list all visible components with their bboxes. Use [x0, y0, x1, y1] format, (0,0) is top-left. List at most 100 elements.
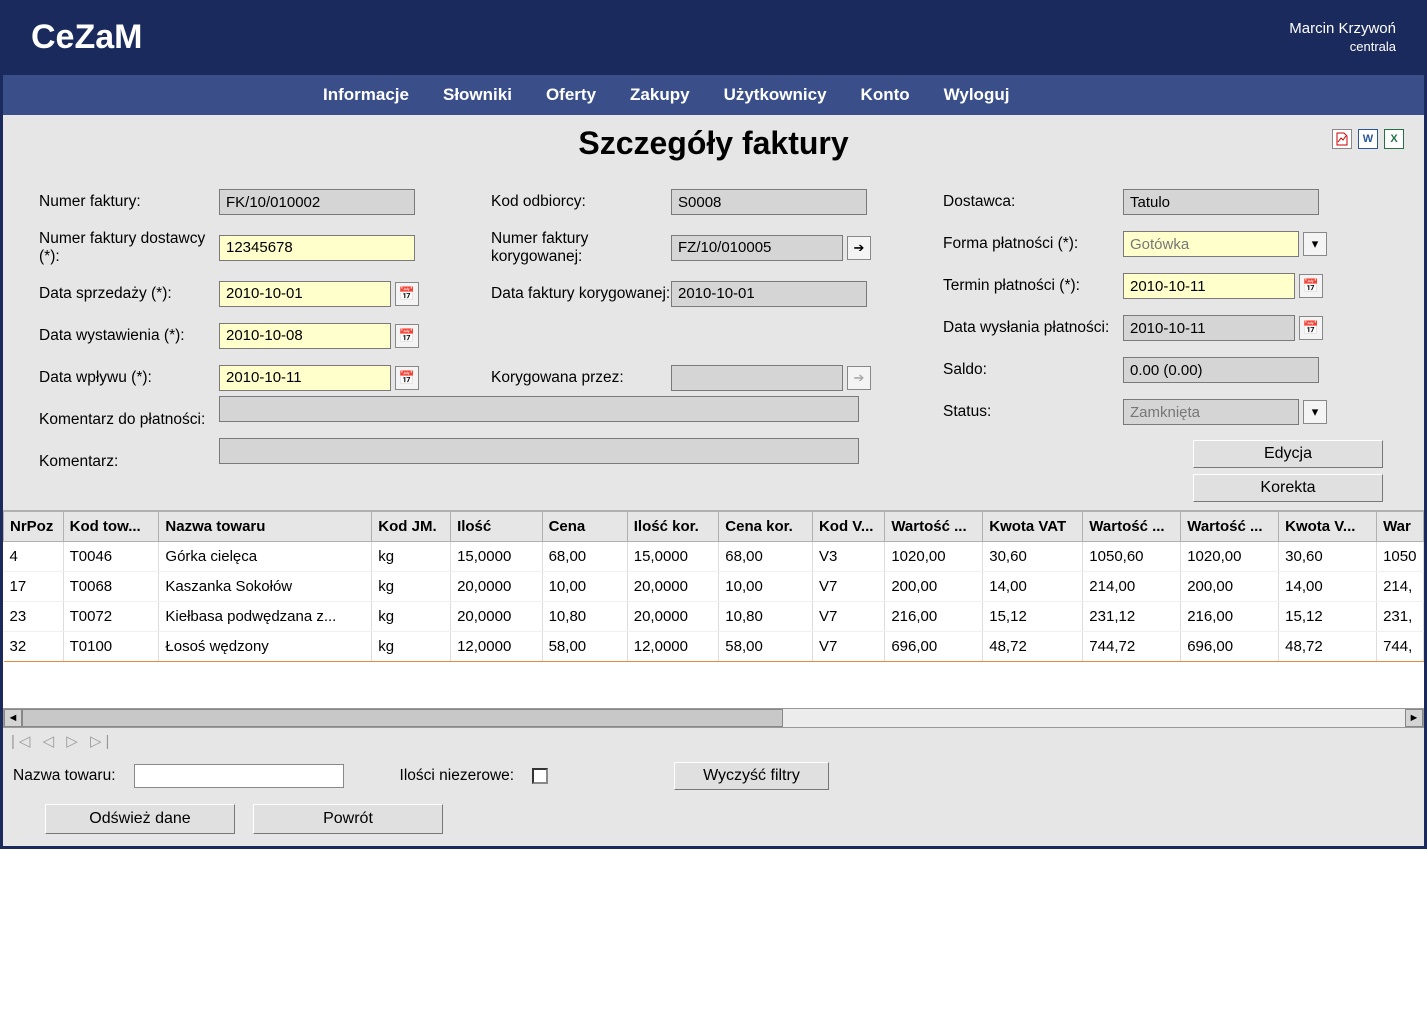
- table-cell: 214,00: [1083, 572, 1181, 602]
- calendar-icon[interactable]: 📅: [395, 282, 419, 306]
- filter-nazwa-input[interactable]: [134, 764, 344, 788]
- pager-controls[interactable]: |◁ ◁ ▷ ▷|: [3, 728, 1424, 754]
- nav-item-wyloguj[interactable]: Wyloguj: [944, 85, 1010, 105]
- input-data-wplywu[interactable]: [219, 365, 391, 391]
- table-cell: kg: [372, 572, 451, 602]
- label-data-wystawienia: Data wystawienia (*):: [39, 327, 219, 345]
- table-cell: 32: [4, 632, 64, 662]
- nav-item-oferty[interactable]: Oferty: [546, 85, 596, 105]
- nav-item-uzytkownicy[interactable]: Użytkownicy: [724, 85, 827, 105]
- export-pdf-icon[interactable]: [1332, 129, 1352, 149]
- header: CeZaM Marcin Krzywoń centrala: [3, 0, 1424, 75]
- dropdown-icon[interactable]: ▾: [1303, 232, 1327, 256]
- input-termin-platnosci[interactable]: [1123, 273, 1295, 299]
- table-col-header[interactable]: Cena: [542, 512, 627, 542]
- nav-item-informacje[interactable]: Informacje: [323, 85, 409, 105]
- input-komentarz[interactable]: [219, 438, 859, 464]
- table-cell: 48,72: [1279, 632, 1377, 662]
- input-data-wyslania: [1123, 315, 1295, 341]
- title-bar: Szczegóły faktury W X: [3, 115, 1424, 172]
- table-col-header[interactable]: Kwota V...: [1279, 512, 1377, 542]
- korekta-button[interactable]: Korekta: [1193, 474, 1383, 502]
- table-cell: 30,60: [1279, 542, 1377, 572]
- table-col-header[interactable]: Kod tow...: [63, 512, 159, 542]
- table-cell: 15,12: [1279, 602, 1377, 632]
- table-cell: 15,0000: [627, 542, 719, 572]
- table-cell: 17: [4, 572, 64, 602]
- table-cell: 58,00: [542, 632, 627, 662]
- label-dostawca: Dostawca:: [943, 193, 1123, 211]
- user-box: Marcin Krzywoń centrala: [1289, 19, 1396, 55]
- table-col-header[interactable]: Wartość ...: [1083, 512, 1181, 542]
- scroll-right-icon[interactable]: ►: [1405, 709, 1423, 727]
- table-row[interactable]: 17T0068Kaszanka Sokołówkg20,000010,0020,…: [4, 572, 1424, 602]
- table-cell: 20,0000: [627, 602, 719, 632]
- table-cell: 12,0000: [627, 632, 719, 662]
- table-cell: 15,0000: [451, 542, 543, 572]
- nav-item-konto[interactable]: Konto: [861, 85, 910, 105]
- input-komentarz-platnosci[interactable]: [219, 396, 859, 422]
- calendar-icon[interactable]: 📅: [395, 366, 419, 390]
- label-kod-odbiorcy: Kod odbiorcy:: [491, 193, 671, 211]
- table-row[interactable]: 23T0072Kiełbasa podwędzana z...kg20,0000…: [4, 602, 1424, 632]
- table-cell: Górka cielęca: [159, 542, 372, 572]
- table-col-header[interactable]: Cena kor.: [719, 512, 813, 542]
- table-cell: 10,00: [719, 572, 813, 602]
- table-cell: 10,00: [542, 572, 627, 602]
- filter-niezerowe-checkbox[interactable]: [532, 768, 548, 784]
- nav-item-slowniki[interactable]: Słowniki: [443, 85, 512, 105]
- table-col-header[interactable]: Kod JM.: [372, 512, 451, 542]
- goto-arrow-icon[interactable]: ➔: [847, 236, 871, 260]
- back-button[interactable]: Powrót: [253, 804, 443, 834]
- refresh-button[interactable]: Odśwież dane: [45, 804, 235, 834]
- table-cell: 1020,00: [1181, 542, 1279, 572]
- table-cell: 20,0000: [627, 572, 719, 602]
- export-word-icon[interactable]: W: [1358, 129, 1378, 149]
- label-data-wyslania: Data wysłania płatności:: [943, 319, 1123, 337]
- input-data-korygowanej: [671, 281, 867, 307]
- table-col-header[interactable]: Kwota VAT: [983, 512, 1083, 542]
- table-cell: 696,00: [885, 632, 983, 662]
- select-forma-platnosci[interactable]: [1123, 231, 1299, 257]
- input-numer-dostawcy[interactable]: [219, 235, 415, 261]
- label-data-wplywu: Data wpływu (*):: [39, 369, 219, 387]
- input-data-wystawienia[interactable]: [219, 323, 391, 349]
- select-status[interactable]: [1123, 399, 1299, 425]
- table-col-header[interactable]: Wartość ...: [1181, 512, 1279, 542]
- table-cell: 4: [4, 542, 64, 572]
- calendar-icon[interactable]: 📅: [1299, 316, 1323, 340]
- dropdown-icon[interactable]: ▾: [1303, 400, 1327, 424]
- table-cell: V3: [812, 542, 884, 572]
- scroll-thumb[interactable]: [22, 709, 783, 727]
- nav-item-zakupy[interactable]: Zakupy: [630, 85, 690, 105]
- page-title: Szczegóły faktury: [23, 125, 1404, 162]
- input-korygowana-przez: [671, 365, 843, 391]
- table-col-header[interactable]: Ilość kor.: [627, 512, 719, 542]
- brand-logo: CeZaM: [31, 18, 142, 57]
- table-cell: 231,12: [1083, 602, 1181, 632]
- bottom-bar: Odśwież dane Powrót: [3, 798, 1424, 846]
- input-data-sprzedazy[interactable]: [219, 281, 391, 307]
- table-header-row: NrPozKod tow...Nazwa towaruKod JM.IlośćC…: [4, 512, 1424, 542]
- scroll-left-icon[interactable]: ◄: [4, 709, 22, 727]
- table-row[interactable]: 4T0046Górka cielęcakg15,000068,0015,0000…: [4, 542, 1424, 572]
- table-cell: 696,00: [1181, 632, 1279, 662]
- scroll-track[interactable]: [22, 709, 1405, 727]
- table-col-header[interactable]: Ilość: [451, 512, 543, 542]
- items-table: NrPozKod tow...Nazwa towaruKod JM.IlośćC…: [3, 511, 1424, 662]
- clear-filters-button[interactable]: Wyczyść filtry: [674, 762, 829, 790]
- table-cell: kg: [372, 632, 451, 662]
- table-col-header[interactable]: War: [1377, 512, 1424, 542]
- label-forma-platnosci: Forma płatności (*):: [943, 235, 1123, 253]
- horizontal-scrollbar[interactable]: ◄ ►: [3, 708, 1424, 728]
- table-col-header[interactable]: NrPoz: [4, 512, 64, 542]
- table-col-header[interactable]: Kod V...: [812, 512, 884, 542]
- table-row[interactable]: 32T0100Łosoś wędzonykg12,000058,0012,000…: [4, 632, 1424, 662]
- export-excel-icon[interactable]: X: [1384, 129, 1404, 149]
- calendar-icon[interactable]: 📅: [395, 324, 419, 348]
- nav-bar: Informacje Słowniki Oferty Zakupy Użytko…: [3, 75, 1424, 115]
- edycja-button[interactable]: Edycja: [1193, 440, 1383, 468]
- table-col-header[interactable]: Nazwa towaru: [159, 512, 372, 542]
- calendar-icon[interactable]: 📅: [1299, 274, 1323, 298]
- table-col-header[interactable]: Wartość ...: [885, 512, 983, 542]
